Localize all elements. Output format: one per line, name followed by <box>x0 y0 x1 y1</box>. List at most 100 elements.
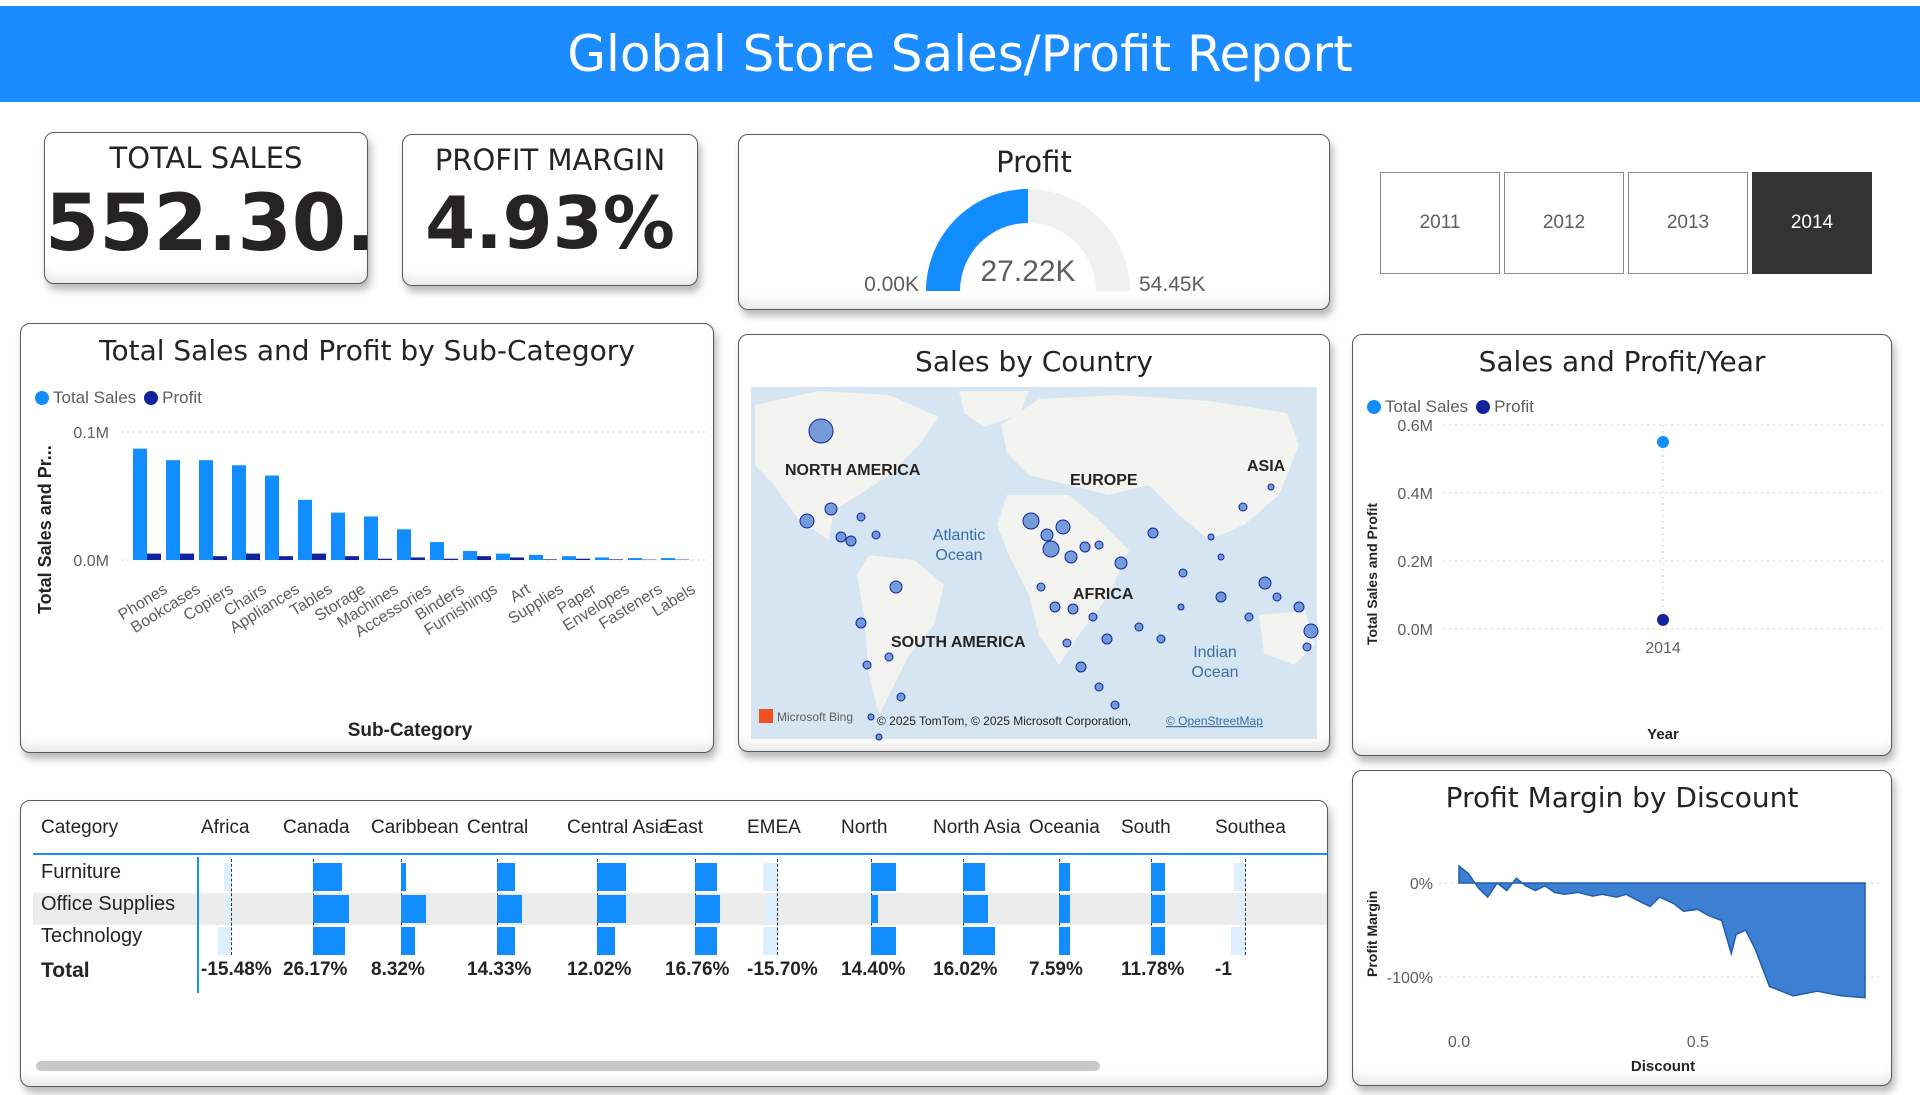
country-bubble[interactable] <box>1049 601 1061 613</box>
subcategory-chart-title: Total Sales and Profit by Sub-Category <box>99 334 635 367</box>
country-bubble[interactable] <box>1293 601 1305 613</box>
matrix-data-bar <box>1059 895 1070 923</box>
country-bubble[interactable] <box>1094 540 1104 550</box>
country-bubble[interactable] <box>1110 700 1120 710</box>
country-bubble[interactable] <box>1040 528 1054 542</box>
country-bubble[interactable] <box>1147 527 1159 539</box>
country-bubble[interactable] <box>1258 576 1272 590</box>
bar-sales-supplies[interactable] <box>529 554 543 560</box>
bar-profit-art[interactable] <box>510 557 524 560</box>
country-bubble[interactable] <box>867 713 875 721</box>
country-bubble[interactable] <box>1079 541 1091 553</box>
country-bubble[interactable] <box>1303 623 1319 639</box>
country-bubble[interactable] <box>845 535 857 547</box>
bar-profit-binders[interactable] <box>444 558 458 560</box>
year-chart-svg: Total Sales and Profit Year 0.6M 0.4M 0.2M… <box>1364 418 1883 743</box>
country-bubble[interactable] <box>896 692 906 702</box>
gauge-min-label: 0.00K <box>864 273 919 296</box>
country-bubble[interactable] <box>1064 550 1078 564</box>
ytick-top: 0.1M <box>73 425 109 442</box>
bar-profit-chairs[interactable] <box>246 553 260 560</box>
country-bubble[interactable] <box>808 418 834 444</box>
bar-sales-machines[interactable] <box>364 516 378 560</box>
bar-profit-storage[interactable] <box>345 556 359 560</box>
matrix-total-value: -1 <box>1215 959 1232 980</box>
year-2014-button[interactable]: 2014 <box>1752 172 1872 274</box>
country-bubble[interactable] <box>1215 591 1227 603</box>
bar-sales-accessories[interactable] <box>397 529 411 560</box>
country-bubble[interactable] <box>1178 568 1188 578</box>
bar-sales-phones[interactable] <box>133 448 147 560</box>
bar-sales-furnishings[interactable] <box>463 551 477 560</box>
country-bubble[interactable] <box>1067 603 1079 615</box>
country-bubble[interactable] <box>1207 533 1215 541</box>
country-bubble[interactable] <box>1062 638 1072 648</box>
country-bubble[interactable] <box>1134 622 1144 632</box>
year-2012-button[interactable]: 2012 <box>1504 172 1624 274</box>
bar-profit-phones[interactable] <box>147 553 161 560</box>
country-bubble[interactable] <box>855 617 867 629</box>
country-bubble[interactable] <box>1022 512 1040 530</box>
point-profit-2014[interactable] <box>1657 613 1669 626</box>
matrix-axis-line <box>231 859 233 955</box>
bar-profit-furnishings[interactable] <box>477 556 491 560</box>
bar-sales-storage[interactable] <box>331 512 345 560</box>
bar-sales-bookcases[interactable] <box>166 460 180 560</box>
country-bubble[interactable] <box>856 512 866 522</box>
bar-sales-appliances[interactable] <box>265 475 279 560</box>
matrix-data-bar <box>497 927 515 955</box>
country-bubble[interactable] <box>1088 612 1098 622</box>
bar-profit-accessories[interactable] <box>411 557 425 560</box>
bar-profit-tables[interactable] <box>312 553 326 560</box>
country-bubble[interactable] <box>1272 592 1282 602</box>
matrix-data-bar <box>871 895 878 923</box>
bar-sales-paper[interactable] <box>562 556 576 560</box>
matrix-horizontal-scrollbar[interactable] <box>36 1061 1100 1071</box>
country-bubble[interactable] <box>875 733 883 741</box>
country-bubble[interactable] <box>835 531 847 543</box>
country-bubble[interactable] <box>1302 642 1312 652</box>
country-bubble[interactable] <box>799 513 815 529</box>
bar-sales-fasteners[interactable] <box>628 558 642 560</box>
country-bubble[interactable] <box>1094 682 1104 692</box>
bar-sales-binders[interactable] <box>430 542 444 560</box>
country-bubble[interactable] <box>871 530 881 540</box>
country-bubble[interactable] <box>1217 553 1225 561</box>
country-bubble[interactable] <box>1244 612 1254 622</box>
bar-profit-machines[interactable] <box>378 558 392 560</box>
bar-profit-copiers[interactable] <box>213 556 227 560</box>
year-2013-button[interactable]: 2013 <box>1628 172 1748 274</box>
bar-profit-bookcases[interactable] <box>180 553 194 560</box>
country-bubble[interactable] <box>1036 582 1046 592</box>
matrix-data-bar <box>401 927 415 955</box>
country-bubble[interactable] <box>884 652 894 662</box>
year-2011-button[interactable]: 2011 <box>1380 172 1500 274</box>
bar-profit-envelopes[interactable] <box>609 559 623 560</box>
country-bubble[interactable] <box>1156 634 1166 644</box>
bar-profit-supplies[interactable] <box>543 559 557 560</box>
map-osm-link[interactable]: © OpenStreetMap <box>1166 714 1263 728</box>
country-bubble[interactable] <box>1267 483 1275 491</box>
bar-sales-envelopes[interactable] <box>595 557 609 560</box>
bar-sales-tables[interactable] <box>298 499 312 560</box>
matrix-data-bar <box>1059 863 1070 891</box>
country-bubble[interactable] <box>1042 540 1060 558</box>
country-bubble[interactable] <box>1238 502 1248 512</box>
bar-sales-labels[interactable] <box>661 558 675 560</box>
bar-profit-appliances[interactable] <box>279 556 293 560</box>
country-bubble[interactable] <box>1055 519 1071 535</box>
country-bubble[interactable] <box>1114 556 1128 570</box>
country-bubble[interactable] <box>1177 603 1185 611</box>
bar-profit-paper[interactable] <box>576 558 590 560</box>
country-bubble[interactable] <box>1101 633 1113 645</box>
bar-sales-art[interactable] <box>496 553 510 560</box>
country-bubble[interactable] <box>862 660 872 670</box>
point-sales-2014[interactable] <box>1657 436 1669 448</box>
country-bubble[interactable] <box>1075 661 1087 673</box>
country-bubble[interactable] <box>889 580 903 594</box>
bar-sales-copiers[interactable] <box>199 460 213 560</box>
matrix-col-header: Central Asia <box>567 817 670 838</box>
bar-sales-chairs[interactable] <box>232 465 246 560</box>
country-bubble[interactable] <box>824 502 838 516</box>
discount-area[interactable] <box>1458 864 1866 999</box>
